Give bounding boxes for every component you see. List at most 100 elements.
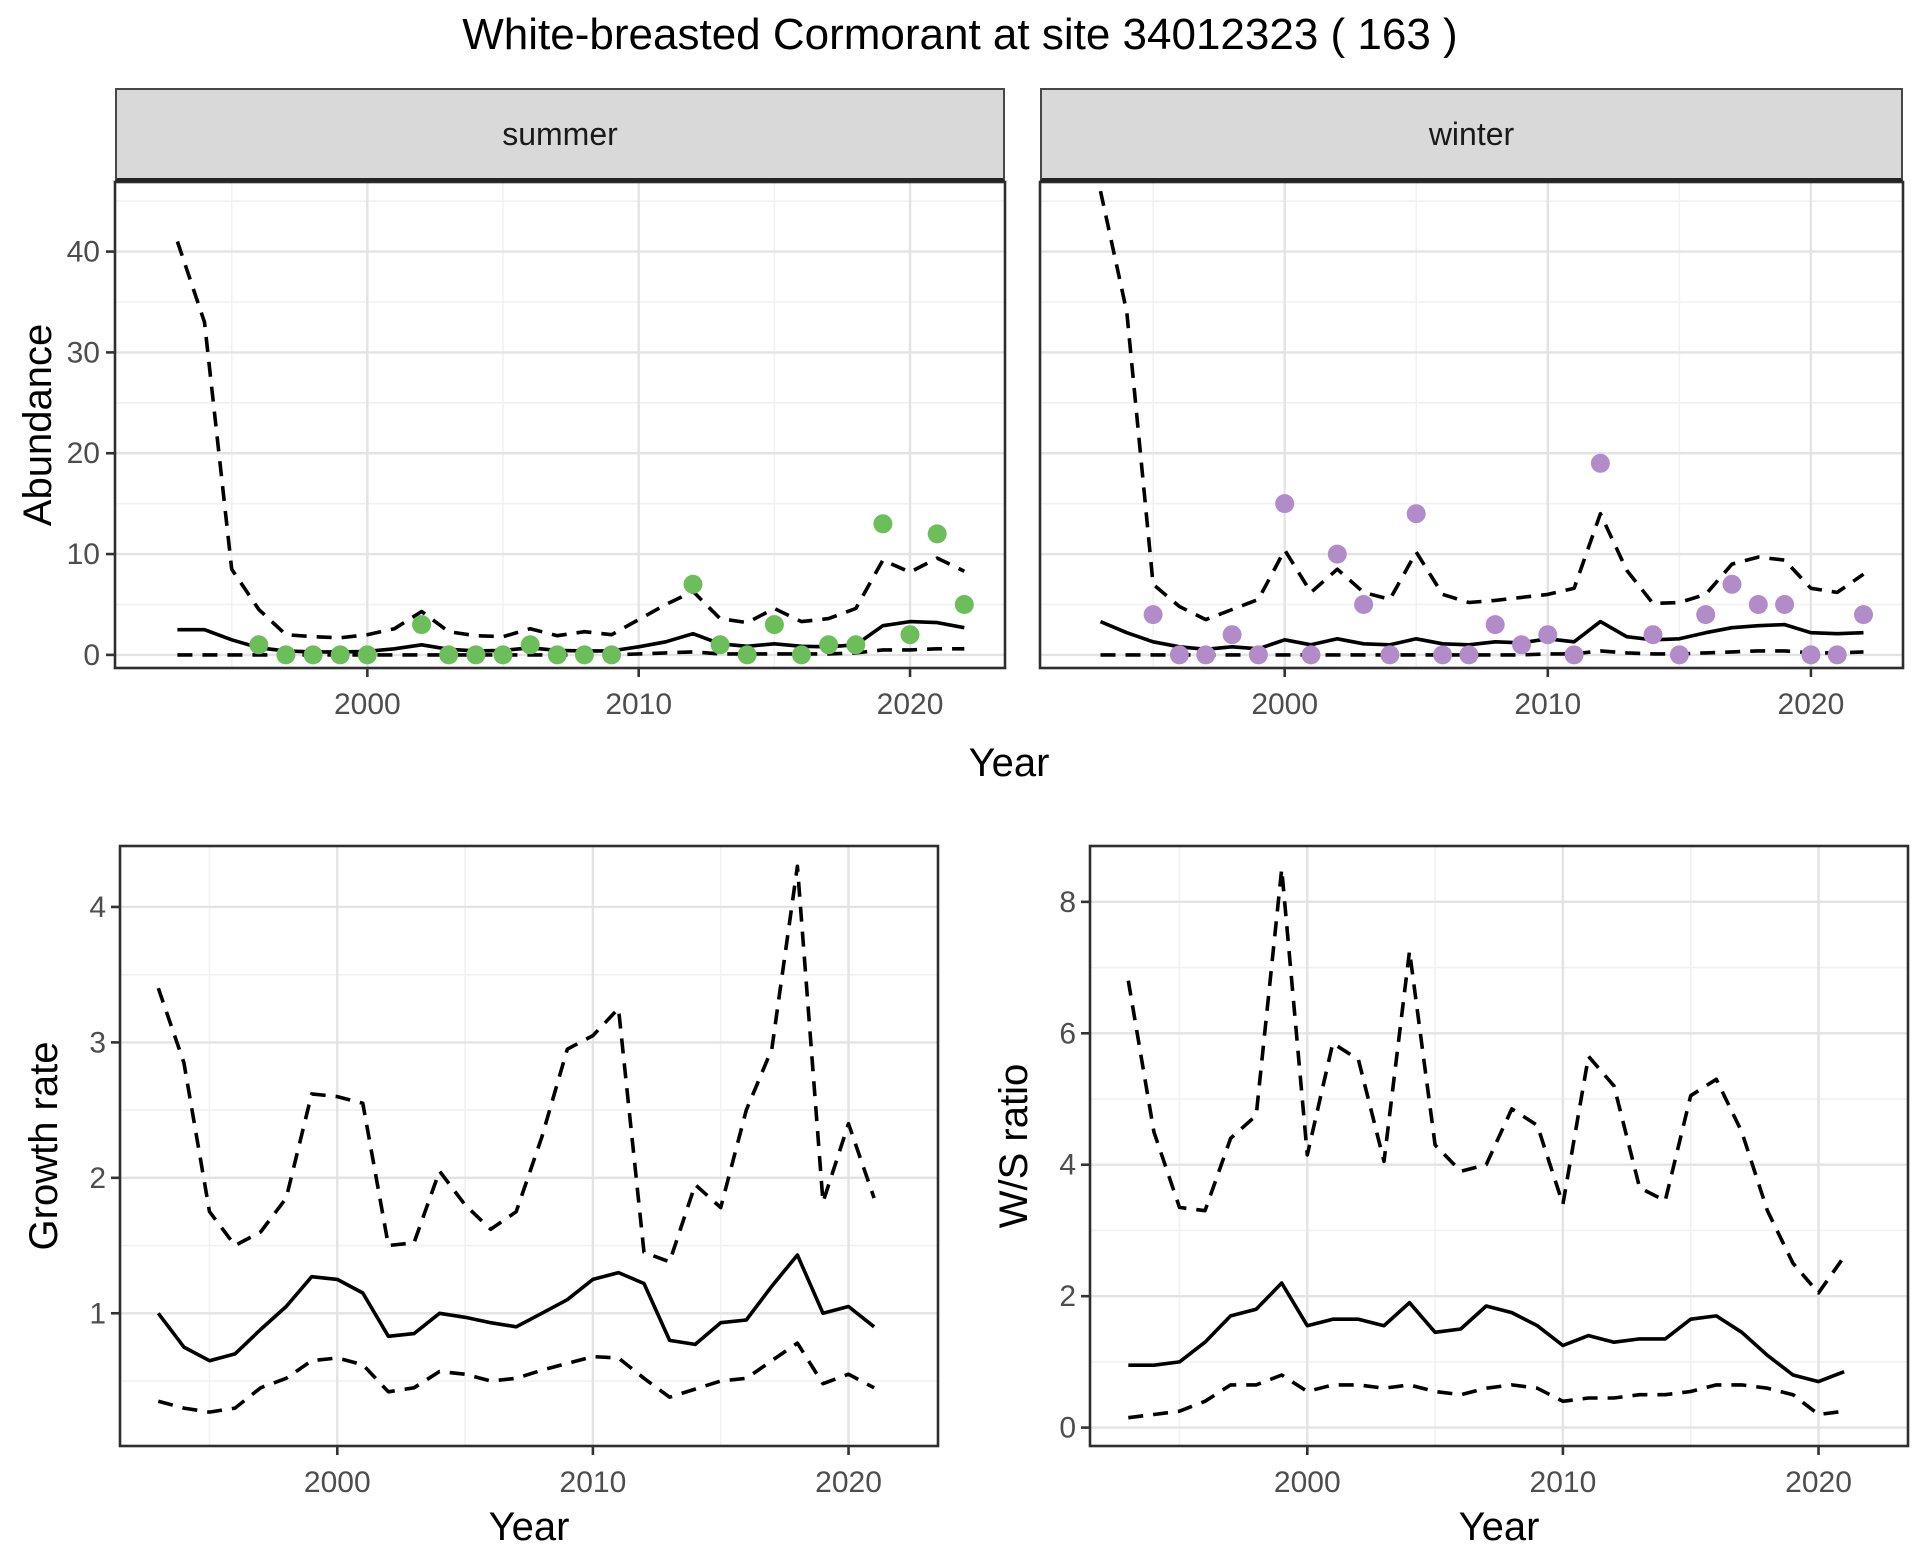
lower-ci-line bbox=[1100, 649, 1864, 657]
observed-count-dot bbox=[357, 645, 377, 665]
growth-rate-axis-title: Growth rate bbox=[21, 1041, 66, 1251]
y-tick-label: 6 bbox=[1059, 1017, 1076, 1050]
facet-strip-summer: summer bbox=[115, 88, 1005, 182]
observed-count-dot bbox=[1380, 645, 1400, 665]
x-tick-label: 2000 bbox=[334, 688, 401, 721]
observed-count-dot bbox=[1433, 645, 1453, 665]
facet-strip-winter-label: winter bbox=[1428, 115, 1515, 152]
y-tick-label: 40 bbox=[67, 236, 100, 269]
observed-count-dot bbox=[249, 635, 269, 655]
observed-count-dot bbox=[520, 635, 540, 655]
observed-count-dot bbox=[1143, 605, 1163, 625]
observed-count-dot bbox=[276, 645, 296, 665]
observed-count-dot bbox=[1538, 625, 1558, 645]
ws-ratio-axis-title: W/S ratio bbox=[991, 1063, 1036, 1229]
observed-count-dot bbox=[737, 645, 757, 665]
observed-count-dot bbox=[954, 595, 974, 614]
observed-count-dot bbox=[1222, 625, 1242, 645]
observed-count-dot bbox=[1169, 645, 1189, 665]
y-tick-label: 20 bbox=[67, 437, 100, 470]
observed-count-dot bbox=[1775, 595, 1795, 614]
panel-border bbox=[118, 844, 940, 1448]
observed-count-dot bbox=[1248, 645, 1268, 665]
observed-count-dot bbox=[1485, 615, 1505, 635]
y-tick-label: 1 bbox=[89, 1297, 106, 1330]
observed-count-dot bbox=[710, 635, 730, 655]
upper-ci-line bbox=[156, 864, 876, 1264]
x-tick-label: 2010 bbox=[605, 688, 672, 721]
y-tick-label: 2 bbox=[89, 1162, 106, 1195]
observed-count-dot bbox=[1327, 544, 1347, 564]
top-year-axis-title: Year bbox=[968, 740, 1050, 785]
observed-count-dot bbox=[927, 524, 947, 544]
observed-count-dot bbox=[846, 635, 866, 655]
observed-count-dot bbox=[1669, 645, 1689, 665]
observed-count-dot bbox=[547, 645, 567, 665]
x-tick-label: 2000 bbox=[304, 1466, 371, 1499]
observed-count-dot bbox=[1459, 645, 1479, 665]
x-tick-label: 2010 bbox=[1514, 688, 1581, 721]
y-tick-label: 8 bbox=[1059, 886, 1076, 919]
observed-count-dot bbox=[1406, 504, 1426, 524]
x-tick-label: 2020 bbox=[815, 1466, 882, 1499]
observed-count-dot bbox=[1722, 574, 1742, 594]
abundance-axis-title: Abundance bbox=[15, 323, 60, 527]
facet-strip-summer-label: summer bbox=[502, 115, 618, 152]
observed-count-dot bbox=[1827, 645, 1847, 665]
observed-count-dot bbox=[303, 645, 323, 665]
y-tick-label: 10 bbox=[67, 538, 100, 571]
x-tick-label: 2010 bbox=[560, 1466, 627, 1499]
observed-count-dot bbox=[900, 625, 920, 645]
upper-ci-line bbox=[175, 240, 966, 640]
observed-count-dot bbox=[1354, 595, 1374, 614]
y-tick-label: 3 bbox=[89, 1026, 106, 1059]
observed-count-dot bbox=[764, 615, 784, 635]
observed-count-dot bbox=[1854, 605, 1873, 625]
observed-count-dot bbox=[1564, 645, 1584, 665]
observed-count-dot bbox=[1512, 635, 1531, 655]
y-tick-label: 4 bbox=[1059, 1149, 1076, 1182]
upper-ci-line bbox=[1126, 867, 1846, 1295]
observed-count-dot bbox=[1643, 625, 1663, 645]
y-tick-label: 2 bbox=[1059, 1280, 1076, 1313]
panel-border bbox=[1088, 844, 1910, 1448]
y-tick-label: 0 bbox=[83, 639, 100, 672]
figure-title: White-breasted Cormorant at site 3401232… bbox=[462, 10, 1458, 59]
observed-count-dot bbox=[819, 635, 839, 655]
growth-year-axis-title: Year bbox=[488, 1504, 570, 1549]
x-tick-label: 2020 bbox=[1785, 1466, 1852, 1499]
observed-count-dot bbox=[1275, 494, 1295, 514]
x-tick-label: 2010 bbox=[1530, 1466, 1597, 1499]
lower-ci-line bbox=[1128, 1373, 1845, 1420]
fit-line bbox=[156, 1253, 876, 1363]
observed-count-dot bbox=[1590, 453, 1610, 473]
observed-count-dot bbox=[330, 645, 350, 665]
observed-count-dot bbox=[683, 574, 703, 594]
panel-border bbox=[1038, 180, 1905, 670]
fit-line bbox=[1128, 1281, 1845, 1384]
y-tick-label: 30 bbox=[67, 336, 100, 369]
y-tick-label: 4 bbox=[89, 891, 106, 924]
x-tick-label: 2000 bbox=[1251, 688, 1318, 721]
lower-ci-line bbox=[157, 1341, 875, 1414]
facet-strip-winter: winter bbox=[1040, 88, 1903, 182]
observed-count-dot bbox=[602, 645, 622, 665]
observed-count-dot bbox=[493, 645, 513, 665]
ws-year-axis-title: Year bbox=[1458, 1504, 1540, 1549]
fit-line bbox=[1099, 619, 1864, 652]
x-tick-label: 2000 bbox=[1274, 1466, 1341, 1499]
observed-count-dot bbox=[439, 645, 459, 665]
observed-count-dot bbox=[1196, 645, 1216, 665]
observed-count-dot bbox=[1801, 645, 1821, 665]
observed-count-dot bbox=[1301, 645, 1321, 665]
panel-border bbox=[113, 180, 1007, 670]
observed-count-dot bbox=[412, 615, 432, 635]
observed-count-dot bbox=[574, 645, 594, 665]
observed-count-dot bbox=[466, 645, 486, 665]
observed-count-dot bbox=[1748, 595, 1768, 614]
upper-ci-line bbox=[1098, 190, 1865, 622]
observed-count-dot bbox=[792, 645, 811, 665]
y-tick-label: 0 bbox=[1059, 1412, 1076, 1445]
